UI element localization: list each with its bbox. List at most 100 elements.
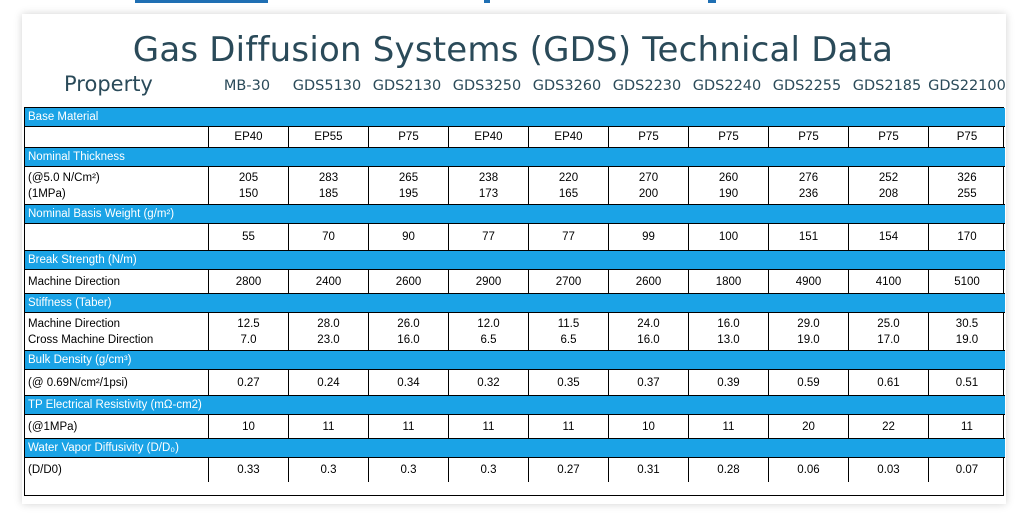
- table-cell: 4900: [768, 270, 848, 294]
- table-cell: 0.31: [608, 458, 688, 482]
- row-label-line: [28, 229, 208, 245]
- table-cell: 70: [288, 224, 368, 251]
- table-cell: 24.0 16.0: [608, 313, 688, 351]
- table-cell: 77: [448, 224, 528, 251]
- cell-value: 0.37: [637, 376, 660, 389]
- table-cell: P75: [608, 127, 688, 148]
- cell-value: 11: [562, 420, 575, 433]
- table-cell: 220 165: [528, 167, 608, 205]
- row-label: [25, 127, 208, 148]
- table-cell: 5100: [928, 270, 1005, 294]
- cell-value: 25.0: [877, 317, 900, 330]
- table-cell: 100: [688, 224, 768, 251]
- table-cell: 12.5 7.0: [208, 313, 288, 351]
- cell-value: 255: [957, 187, 977, 200]
- table-cell: 0.32: [448, 370, 528, 396]
- table-cell: 205 150: [208, 167, 288, 205]
- cell-value: 11: [322, 420, 335, 433]
- cell-value: 2600: [635, 275, 662, 288]
- cell-value: 2900: [475, 275, 502, 288]
- cell-value: 252: [878, 171, 899, 184]
- table-cell: 0.37: [608, 370, 688, 396]
- cell-value: 90: [402, 231, 415, 243]
- cell-value: 185: [318, 187, 339, 200]
- cell-value: 0.06: [797, 464, 820, 476]
- table-cell: 2600: [368, 270, 448, 294]
- section-header: Break Strength (N/m): [25, 251, 1005, 270]
- page-title: Gas Diffusion Systems (GDS) Technical Da…: [132, 30, 894, 70]
- cell-value: 12.0: [477, 317, 500, 330]
- cell-value: 28.0: [317, 317, 340, 330]
- cell-value: 0.27: [237, 376, 260, 389]
- cell-value: 150: [238, 187, 259, 200]
- cell-value: 99: [642, 231, 655, 243]
- table-cell: 265 195: [368, 167, 448, 205]
- table-cell: 11: [928, 415, 1005, 439]
- cell-value: 0.35: [557, 376, 580, 389]
- cell-value: 29.0: [797, 317, 820, 330]
- table-cell: P75: [768, 127, 848, 148]
- cell-value: 4900: [795, 275, 822, 288]
- cell-value: 0.24: [317, 376, 340, 389]
- table-cell: 0.61: [848, 370, 928, 396]
- technical-data-table: Base Material EP40 EP55 P75 EP40 EP40 P75 P75 P…: [24, 107, 1005, 496]
- table-cell: 2400: [288, 270, 368, 294]
- table-cell: 2700: [528, 270, 608, 294]
- section-header: Bulk Density (g/cm³): [25, 351, 1005, 370]
- cell-value: 283: [318, 171, 339, 184]
- row-label: (@1MPa): [25, 415, 208, 439]
- row-label-line: (D/D0): [28, 464, 62, 476]
- cell-value: 10: [242, 420, 255, 433]
- cell-value: 77: [482, 231, 495, 243]
- cell-value: P75: [798, 131, 819, 143]
- cell-value: 2600: [395, 275, 422, 288]
- cell-value: 16.0: [397, 333, 420, 346]
- table-cell: 55: [208, 224, 288, 251]
- table-cell: 0.24: [288, 370, 368, 396]
- table-cell: 30.5 19.0: [928, 313, 1005, 351]
- cell-value: 11: [402, 420, 415, 433]
- table-cell: 2800: [208, 270, 288, 294]
- table-cell: EP40: [528, 127, 608, 148]
- cell-value: P75: [638, 131, 659, 143]
- cell-value: 0.28: [717, 464, 740, 476]
- cell-value: 77: [562, 231, 575, 243]
- cell-value: 11.5: [557, 317, 580, 330]
- top-accent-mark: [484, 0, 490, 3]
- top-accent-mark: [708, 0, 716, 3]
- cell-value: P75: [398, 131, 419, 143]
- row-label-line: (@5.0 N/Cm²): [28, 171, 100, 184]
- table-cell: 90: [368, 224, 448, 251]
- table-cell: 25.0 17.0: [848, 313, 928, 351]
- section-header: Nominal Basis Weight (g/m²): [25, 205, 1005, 224]
- table-cell: 270 200: [608, 167, 688, 205]
- table-cell: 10: [208, 415, 288, 439]
- cell-value: 19.0: [955, 333, 979, 346]
- section-header: Base Material: [25, 108, 1005, 127]
- table-cell: 151: [768, 224, 848, 251]
- table-cell: 0.35: [528, 370, 608, 396]
- cell-value: 173: [478, 187, 499, 200]
- table-cell: 0.59: [768, 370, 848, 396]
- table-cell: 283 185: [288, 167, 368, 205]
- cell-value: EP55: [314, 131, 343, 143]
- row-label-line: Machine Direction: [28, 317, 121, 330]
- cell-value: 270: [638, 171, 659, 184]
- cell-value: 205: [238, 171, 259, 184]
- table-cell: 10: [608, 415, 688, 439]
- cell-value: 26.0: [397, 317, 420, 330]
- row-label-line: (@ 0.69N/cm²/1psi): [28, 376, 128, 389]
- row-label: (D/D0): [25, 458, 208, 482]
- row-label: Machine Direction Cross Machine Direction: [25, 313, 208, 351]
- table-cell: EP40: [208, 127, 288, 148]
- cell-value: 2800: [235, 275, 262, 288]
- cell-value: 5100: [954, 275, 980, 288]
- cell-value: 11: [722, 420, 735, 433]
- cell-value: 200: [638, 187, 659, 200]
- row-label: [25, 224, 208, 251]
- table-cell: 4100: [848, 270, 928, 294]
- cell-value: 30.5: [955, 317, 979, 330]
- column-header: GDS2240: [692, 78, 762, 94]
- cell-value: 23.0: [317, 333, 340, 346]
- cell-value: 0.31: [637, 464, 660, 476]
